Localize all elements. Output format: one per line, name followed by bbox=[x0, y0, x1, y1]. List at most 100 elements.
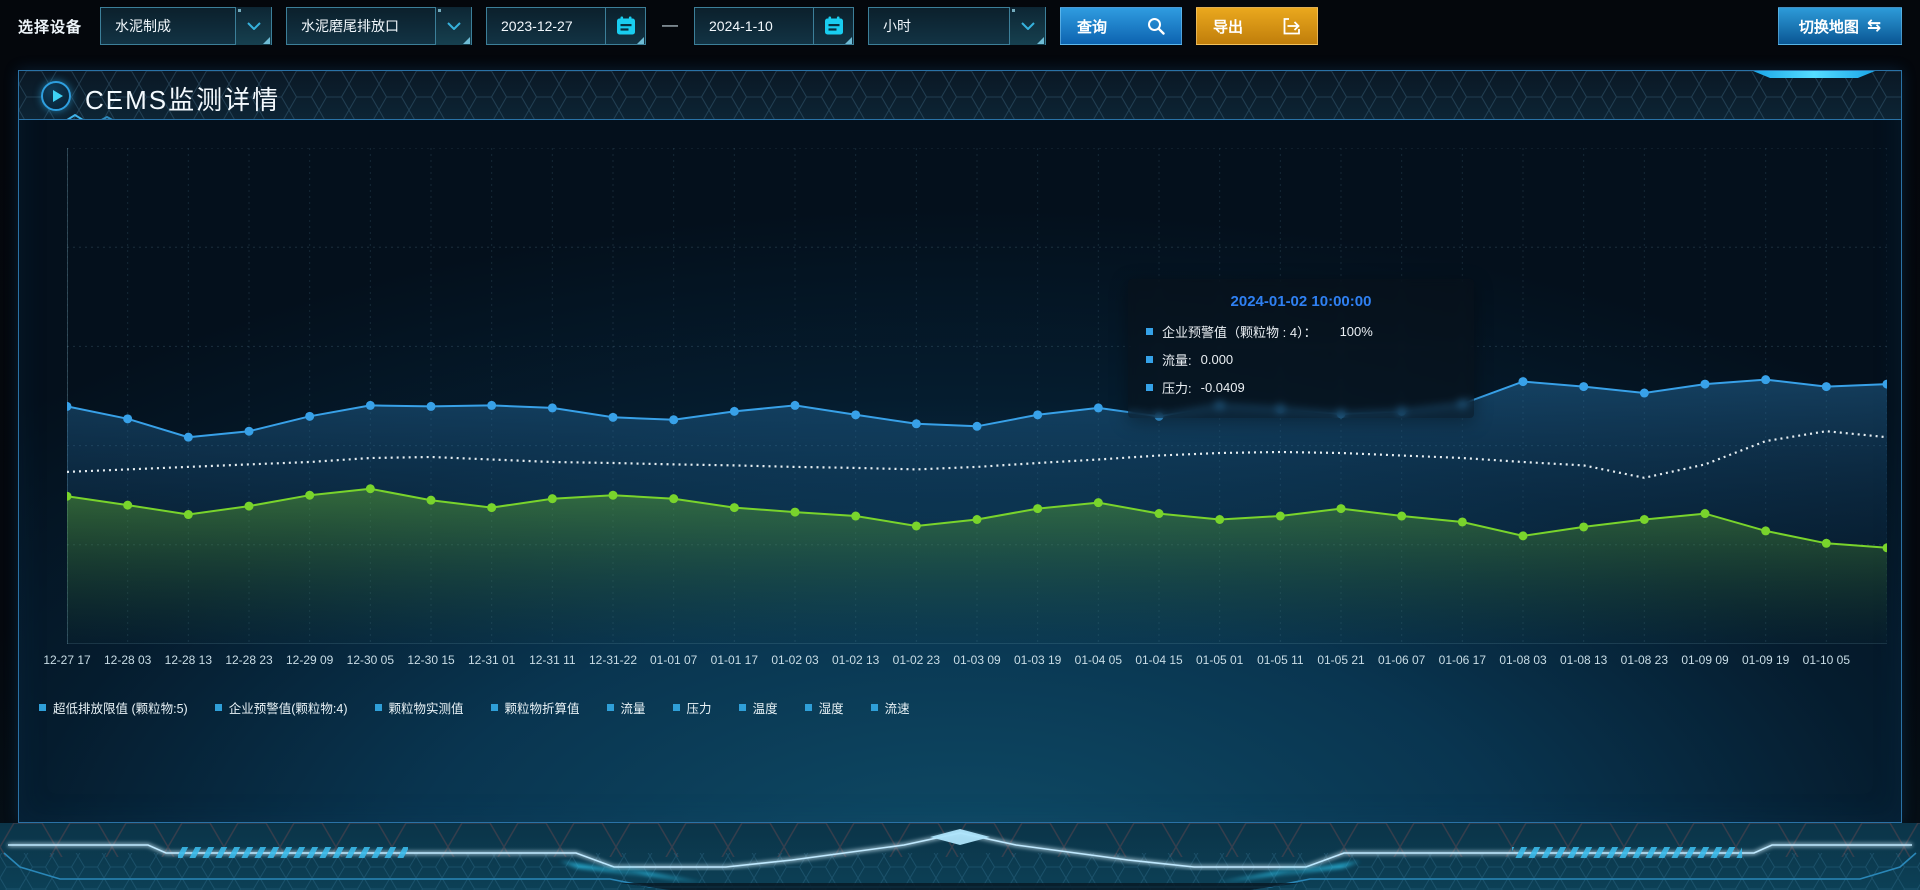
search-icon bbox=[1148, 18, 1165, 35]
outlet-select[interactable]: 水泥磨尾排放口 bbox=[286, 7, 473, 45]
x-axis-tick-label: 01-08 13 bbox=[1559, 653, 1608, 667]
x-axis-tick-label: 12-31 01 bbox=[467, 653, 516, 667]
legend-item-label: 颗粒物实测值 bbox=[388, 702, 464, 716]
x-axis-tick-label: 01-09 09 bbox=[1681, 653, 1729, 667]
x-axis-tick-label: 01-02 03 bbox=[771, 653, 819, 667]
tooltip-item-label: 流量: bbox=[1162, 353, 1192, 368]
legend-item[interactable]: 颗粒物折算值 bbox=[490, 698, 580, 717]
legend-marker-icon bbox=[606, 704, 614, 711]
legend-item[interactable]: 温度 bbox=[738, 698, 778, 717]
x-axis-tick-label: 01-08 23 bbox=[1620, 653, 1669, 667]
x-axis-tick-label: 01-02 13 bbox=[831, 653, 880, 667]
chart-legend: 超低排放限值 (颗粒物:5) 企业预警值(颗粒物:4) 颗粒物实测值 颗粒物折算值 流量… bbox=[39, 698, 910, 717]
cems-line-chart[interactable] bbox=[62, 147, 1892, 645]
tooltip-rows: 企业预警值（颗粒物 : 4）： 100% 流量: 0.000 压力: -0.0409 bbox=[1146, 322, 1456, 397]
legend-item[interactable]: 企业预警值(颗粒物:4) bbox=[214, 698, 348, 717]
calendar-icon bbox=[616, 16, 635, 35]
switch-map-button[interactable]: 切换地图 ⇆ bbox=[1778, 7, 1902, 45]
panel-header: CEMS监测详情 bbox=[19, 71, 1901, 120]
outlet-select-value: 水泥磨尾排放口 bbox=[301, 18, 400, 34]
x-axis-tick-label: 01-10 05 bbox=[1802, 653, 1851, 667]
header-chevrons-decoration bbox=[66, 113, 113, 119]
legend-marker-icon bbox=[490, 704, 498, 711]
chart-tooltip: 2024-01-02 10:00:00 企业预警值（颗粒物 : 4）： 100% 流… bbox=[1128, 279, 1474, 418]
legend-marker-icon bbox=[672, 704, 680, 711]
start-date-picker[interactable]: 2023-12-27 bbox=[486, 7, 647, 45]
cems-panel: CEMS监测详情 12-27 17 12-28 03 12-28 13 12-28 2… bbox=[18, 70, 1902, 823]
interval-select-chevron-box[interactable] bbox=[1009, 7, 1046, 45]
end-date-calendar-box[interactable] bbox=[813, 7, 853, 45]
legend-marker-icon bbox=[214, 704, 222, 711]
x-axis-tick-label: 12-27 17 bbox=[43, 653, 91, 667]
x-axis-tick-label: 12-28 03 bbox=[103, 653, 152, 667]
device-type-select-chevron-box[interactable] bbox=[235, 7, 272, 45]
x-axis-tick-label: 12-30 15 bbox=[407, 653, 455, 667]
legend-item[interactable]: 超低排放限值 (颗粒物:5) bbox=[39, 698, 188, 717]
interval-select[interactable]: 小时 bbox=[868, 7, 1047, 45]
x-axis-tick-label: 12-29 09 bbox=[285, 653, 334, 667]
legend-item-label: 湿度 bbox=[818, 702, 844, 716]
hex-pattern-decoration bbox=[19, 71, 1901, 119]
legend-item-label: 超低排放限值 (颗粒物:5) bbox=[53, 702, 188, 716]
legend-item-label: 压力 bbox=[686, 702, 712, 716]
panel-title-icon bbox=[41, 81, 71, 111]
x-axis-tick-label: 01-03 09 bbox=[953, 653, 1001, 667]
legend-marker-icon bbox=[738, 704, 746, 711]
chart-svg bbox=[62, 147, 1892, 645]
x-axis-tick-label: 12-28 13 bbox=[164, 653, 213, 667]
header-notch-decoration bbox=[1753, 71, 1875, 78]
swap-arrows-icon: ⇆ bbox=[1866, 16, 1882, 35]
legend-item[interactable]: 湿度 bbox=[804, 698, 844, 717]
x-axis-tick-label: 01-05 11 bbox=[1257, 653, 1304, 667]
end-date-picker[interactable]: 2024-1-10 bbox=[694, 7, 855, 45]
x-axis-tick-label: 12-31-22 bbox=[588, 653, 638, 667]
x-axis-tick-label: 01-06 17 bbox=[1438, 653, 1487, 667]
panel-title: CEMS监测详情 bbox=[85, 85, 281, 115]
x-axis-tick-label: 01-03 19 bbox=[1013, 653, 1062, 667]
x-axis-tick-label: 01-08 03 bbox=[1499, 653, 1547, 667]
outlet-select-chevron-box[interactable] bbox=[435, 7, 472, 45]
series-marker-icon bbox=[1146, 328, 1153, 335]
play-icon bbox=[52, 90, 63, 102]
legend-item[interactable]: 流速 bbox=[870, 698, 910, 717]
start-date-calendar-box[interactable] bbox=[605, 7, 645, 45]
chart-x-axis: 12-27 17 12-28 03 12-28 13 12-28 23 12-29 09… bbox=[43, 653, 1887, 671]
tooltip-item-label: 企业预警值（颗粒物 : 4）： bbox=[1162, 325, 1317, 340]
device-select-label: 选择设备 bbox=[18, 18, 83, 36]
x-axis-tick-label: 01-01 07 bbox=[649, 653, 698, 667]
x-axis-tick-label: 12-30 05 bbox=[346, 653, 395, 667]
legend-item-label: 流量 bbox=[620, 702, 646, 716]
legend-item[interactable]: 颗粒物实测值 bbox=[374, 698, 464, 717]
legend-item[interactable]: 流量 bbox=[606, 698, 646, 717]
legend-item-label: 流速 bbox=[884, 702, 910, 716]
tooltip-item-label: 压力: bbox=[1162, 381, 1192, 396]
tooltip-item: 企业预警值（颗粒物 : 4）： 100% bbox=[1146, 322, 1456, 341]
legend-item[interactable]: 压力 bbox=[672, 698, 712, 717]
series-marker-icon bbox=[1146, 384, 1153, 391]
x-axis-tick-label: 01-09 19 bbox=[1741, 653, 1790, 667]
series-marker-icon bbox=[1146, 356, 1153, 363]
x-axis-tick-label: 12-28 23 bbox=[225, 653, 273, 667]
legend-item-label: 企业预警值(颗粒物:4) bbox=[228, 702, 348, 716]
export-button[interactable]: 导出 bbox=[1196, 7, 1319, 45]
legend-marker-icon bbox=[804, 704, 812, 711]
export-button-label: 导出 bbox=[1213, 18, 1244, 36]
chevron-down-icon bbox=[246, 22, 261, 30]
chevron-down-icon bbox=[446, 22, 461, 30]
switch-map-button-label: 切换地图 bbox=[1798, 18, 1859, 36]
x-axis-tick-label: 01-02 23 bbox=[892, 653, 941, 667]
tooltip-item-value: 100% bbox=[1339, 324, 1373, 339]
date-range-separator: — bbox=[662, 17, 679, 34]
query-button[interactable]: 查询 bbox=[1060, 7, 1183, 45]
query-button-label: 查询 bbox=[1077, 18, 1108, 36]
chevron-down-icon bbox=[1020, 22, 1035, 30]
x-axis-tick-label: 01-05 01 bbox=[1195, 653, 1244, 667]
x-axis-tick-label: 01-06 07 bbox=[1377, 653, 1426, 667]
device-type-select[interactable]: 水泥制成 bbox=[100, 7, 273, 45]
legend-item-label: 温度 bbox=[752, 702, 778, 716]
start-date-value: 2023-12-27 bbox=[501, 18, 573, 34]
tooltip-item: 流量: 0.000 bbox=[1146, 350, 1456, 369]
interval-select-value: 小时 bbox=[883, 18, 912, 34]
x-axis-tick-label: 01-05 21 bbox=[1317, 653, 1365, 667]
